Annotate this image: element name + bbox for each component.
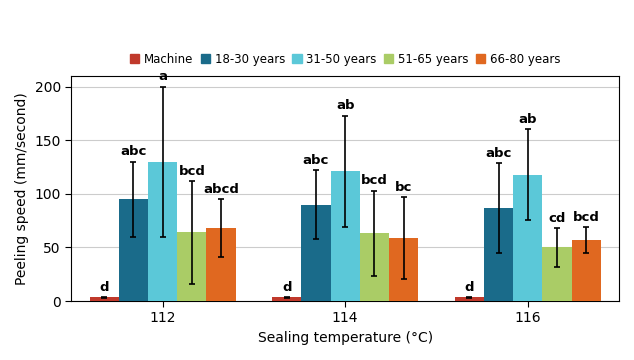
Text: abc: abc [303,154,329,167]
Text: d: d [100,280,109,293]
Text: ab: ab [336,99,354,112]
Bar [359,234,389,301]
Text: abcd: abcd [203,183,239,196]
Text: a: a [158,71,167,84]
Text: abc: abc [486,147,512,159]
Text: bcd: bcd [573,211,600,224]
Text: bc: bc [395,181,412,194]
Legend: Machine, 18-30 years, 31-50 years, 51-65 years, 66-80 years: Machine, 18-30 years, 31-50 years, 51-65… [126,48,565,71]
Bar [272,297,301,301]
Text: d: d [465,280,474,293]
Bar [207,228,236,301]
X-axis label: Sealing temperature (°C): Sealing temperature (°C) [257,331,433,345]
Bar [455,297,484,301]
Bar [119,199,148,301]
Bar [89,297,119,301]
Bar [513,175,542,301]
Bar [301,204,330,301]
Text: ab: ab [519,113,537,126]
Bar [178,233,207,301]
Text: cd: cd [548,212,566,225]
Bar [330,171,359,301]
Text: bcd: bcd [178,165,205,178]
Text: d: d [282,280,292,293]
Bar [571,240,601,301]
Bar [542,247,571,301]
Text: bcd: bcd [361,174,388,188]
Text: abc: abc [120,145,146,158]
Y-axis label: Peeling speed (mm/second): Peeling speed (mm/second) [15,92,29,285]
Bar [148,162,178,301]
Bar [484,208,513,301]
Bar [389,238,418,301]
